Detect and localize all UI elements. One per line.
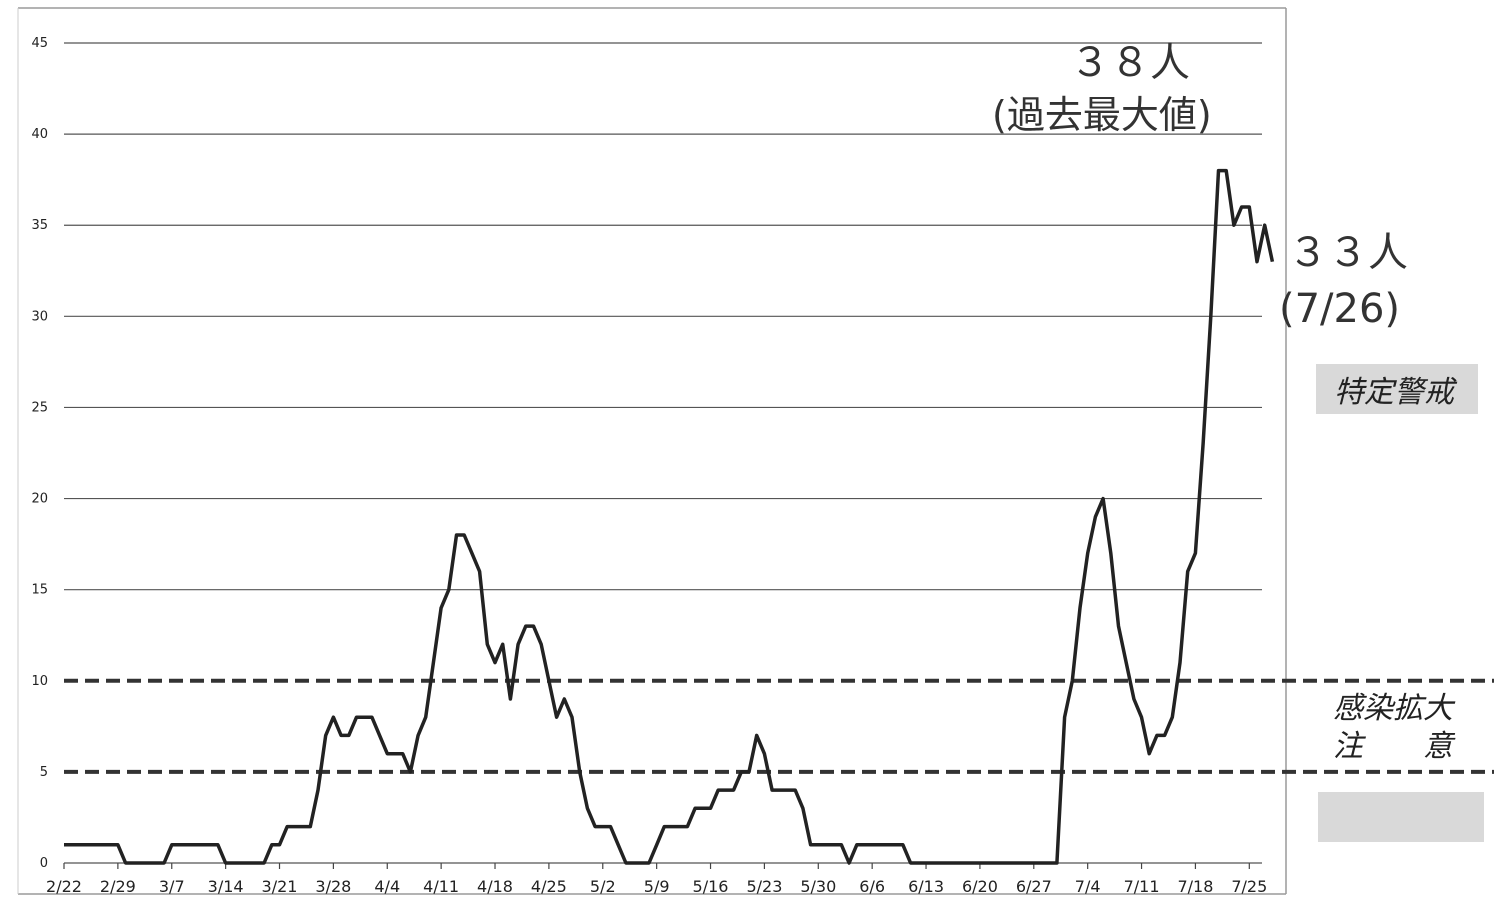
x-tick-label: 7/18 bbox=[1177, 877, 1213, 896]
y-tick-label: 40 bbox=[31, 127, 48, 142]
x-tick-label: 6/27 bbox=[1016, 877, 1052, 896]
y-tick-label: 30 bbox=[31, 309, 48, 324]
x-tick-label: 5/9 bbox=[644, 877, 670, 896]
series-line bbox=[64, 168, 1275, 865]
x-tick-label: 6/20 bbox=[962, 877, 998, 896]
y-tick-label: 35 bbox=[31, 218, 48, 233]
x-tick-label: 3/21 bbox=[262, 877, 298, 896]
zone-top-label-box bbox=[1316, 364, 1478, 414]
x-tick-label: 4/18 bbox=[477, 877, 513, 896]
x-tick-label: 4/25 bbox=[531, 877, 567, 896]
y-tick-label: 0 bbox=[40, 856, 48, 871]
x-tick-label: 7/4 bbox=[1075, 877, 1101, 896]
x-tick-label: 5/2 bbox=[590, 877, 616, 896]
x-tick-label: 2/22 bbox=[46, 877, 82, 896]
y-tick-label: 5 bbox=[40, 765, 48, 780]
x-tick-label: 6/13 bbox=[908, 877, 944, 896]
x-tick-label: 5/30 bbox=[800, 877, 836, 896]
zone-top-label: 特定警戒 bbox=[1334, 375, 1458, 410]
y-axis-tick-labels: 0 5 10 15 20 25 30 35 40 45 bbox=[31, 36, 48, 871]
x-tick-label: 5/16 bbox=[693, 877, 729, 896]
y-tick-label: 45 bbox=[31, 36, 48, 51]
x-tick-label: 4/11 bbox=[423, 877, 459, 896]
y-tick-label: 25 bbox=[31, 400, 48, 415]
x-tick-label: 7/25 bbox=[1231, 877, 1267, 896]
threshold-label: 注 意 bbox=[1333, 729, 1456, 764]
x-tick-label: 4/4 bbox=[374, 877, 400, 896]
zone-labels: 特定警戒 bbox=[1316, 364, 1484, 842]
x-tick-label: 2/29 bbox=[100, 877, 136, 896]
peak-value-annotation: ３８人 bbox=[1070, 40, 1190, 86]
x-tick-label: 5/23 bbox=[746, 877, 782, 896]
y-tick-label: 10 bbox=[31, 674, 48, 689]
gridlines bbox=[64, 42, 1262, 864]
latest-date-annotation: (7/26) bbox=[1279, 286, 1400, 332]
x-tick-label: 3/7 bbox=[159, 877, 185, 896]
y-tick-label: 20 bbox=[31, 492, 48, 507]
x-tick-label: 3/28 bbox=[315, 877, 351, 896]
y-tick-label: 15 bbox=[31, 583, 48, 598]
x-tick-label: 6/6 bbox=[859, 877, 885, 896]
annotations: ３８人 (過去最大値) ３３人 (7/26) bbox=[992, 40, 1408, 332]
x-tick-label: 3/14 bbox=[208, 877, 244, 896]
latest-value-annotation: ３３人 bbox=[1288, 230, 1408, 276]
series-layer bbox=[64, 168, 1275, 865]
x-tick-label: 7/11 bbox=[1124, 877, 1160, 896]
zone-bottom-label-box bbox=[1318, 792, 1484, 842]
x-axis: 2/22 2/29 3/7 3/14 3/21 3/28 4/4 4/11 4/18 4/25 5/… bbox=[46, 863, 1267, 896]
threshold-label: 感染拡大 bbox=[1333, 691, 1456, 726]
peak-note-annotation: (過去最大値) bbox=[992, 93, 1212, 137]
